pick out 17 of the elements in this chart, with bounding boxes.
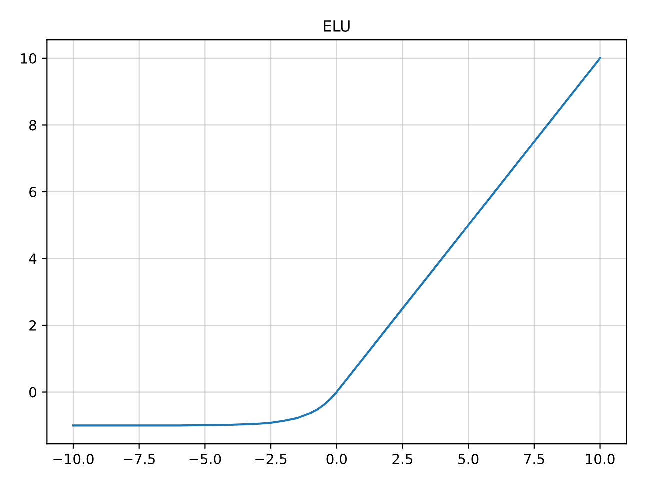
x-tick-label: 2.5 bbox=[392, 454, 413, 464]
y-tick-label: 6 bbox=[30, 186, 37, 198]
y-tick-label: 0 bbox=[30, 387, 37, 398]
y-tick-label: 2 bbox=[30, 320, 36, 331]
x-tick-label: 7.5 bbox=[524, 454, 544, 464]
x-tick-label: 10.0 bbox=[586, 454, 615, 464]
y-tick-label: 8 bbox=[30, 120, 36, 131]
x-tick-label: −2.5 bbox=[256, 454, 287, 464]
x-tick-label: −10.0 bbox=[54, 454, 94, 464]
line-series bbox=[72, 57, 602, 427]
chart-title: ELU bbox=[324, 20, 350, 32]
y-tick-label: 4 bbox=[29, 254, 37, 264]
x-tick-label: 0.0 bbox=[326, 454, 348, 464]
x-tick-label: −7.5 bbox=[124, 454, 155, 464]
x-tick-label: −5.0 bbox=[190, 454, 222, 464]
y-tick-label: 10 bbox=[21, 53, 37, 64]
x-tick-label: 5.0 bbox=[458, 454, 479, 464]
